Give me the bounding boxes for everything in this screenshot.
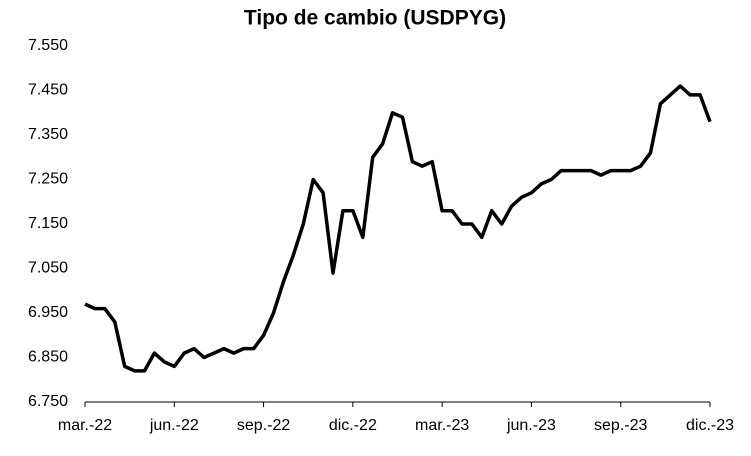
y-tick-label: 6.750 [28,393,68,410]
x-tick-label: sep.-22 [237,417,290,434]
x-tick-label: mar.-23 [415,417,469,434]
y-tick-label: 6.850 [28,349,68,366]
y-tick-label: 7.250 [28,171,68,188]
x-tick-label: dic.-23 [686,417,734,434]
x-tick-label: sep.-23 [594,417,647,434]
y-tick-label: 7.050 [28,260,68,277]
x-tick-label: dic.-22 [329,417,377,434]
x-tick-label: jun.-22 [149,417,199,434]
line [84,84,712,373]
x-tick-label: jun.-23 [506,417,556,434]
y-tick-label: 7.450 [28,82,68,99]
y-tick-label: 7.550 [28,37,68,54]
x-tick-label: mar.-22 [58,417,112,434]
chart-title: Tipo de cambio (USDPYG) [244,7,506,30]
y-tick-label: 6.950 [28,304,68,321]
y-tick-label: 7.350 [28,126,68,143]
y-tick-label: 7.150 [28,215,68,232]
